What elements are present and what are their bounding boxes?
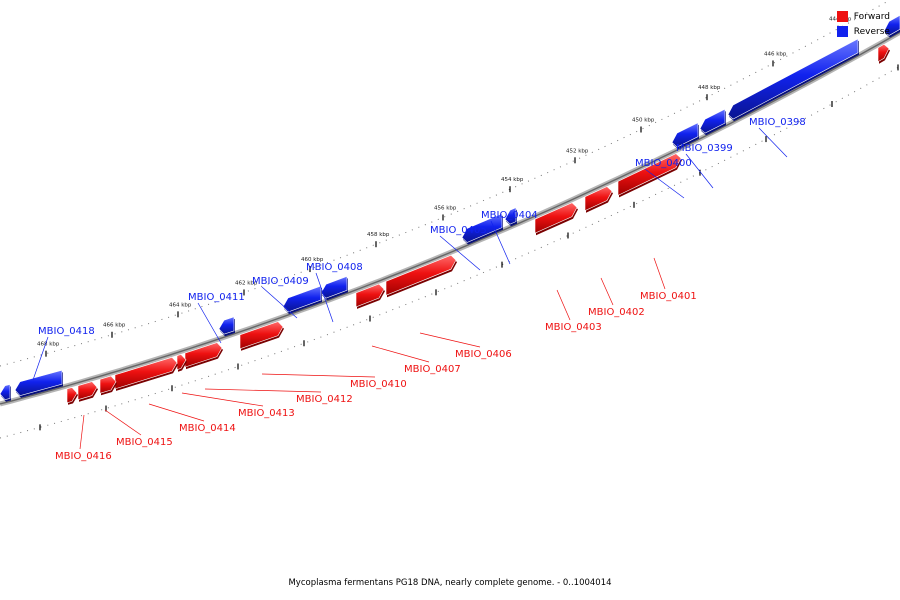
leader-line [104,409,142,436]
gene-mbio-0404 [504,207,517,225]
gene-mbio-0411 [218,316,235,335]
gene-label: MBIO_0401 [640,291,697,302]
tick-label: 456 kbp [434,205,457,211]
gene-label: MBIO_0410 [350,379,407,390]
leader-line [261,373,376,378]
leader-line [315,272,334,323]
legend: Forward Reverse [836,9,890,39]
leader-line [32,336,49,381]
legend-forward-label: Forward [853,11,890,22]
gene-mbio-0413 [176,354,187,371]
reverse-swatch [836,26,848,37]
gene-mbio-0416 [77,381,98,401]
gene-label: MBIO_0409 [252,276,309,287]
gene-label: MBIO_0418 [38,326,95,337]
tick-label: 448 kbp [698,85,721,91]
tick-label: 446 kbp [764,51,787,57]
legend-reverse-label: Reverse [853,26,890,37]
genome-caption: Mycoplasma fermentans PG18 DNA, nearly c… [288,578,612,588]
gene-mbio-0409 [282,285,322,313]
leader-line [419,332,481,348]
gene-label: MBIO_0400 [635,158,692,169]
gene-mbio-0400 [671,122,699,148]
leader-line [685,153,714,189]
leader-line [181,392,264,407]
backbone-line [0,31,900,405]
gene-mbio-0405 [461,213,503,243]
tick-label: 464 kbp [169,302,192,308]
leader-line [556,289,571,321]
gene-mbio-0407 [355,283,385,308]
gene-label: MBIO_0408 [306,262,363,273]
gene-mbio-partial-right-fwd [877,43,890,63]
tick-label: 460 kbp [301,257,324,263]
tick-label: 458 kbp [367,232,390,238]
tick-label: 450 kbp [632,117,655,123]
tick-label: 468 kbp [37,342,60,348]
gene-label: MBIO_0402 [588,307,645,318]
gene-label: MBIO_0416 [55,451,112,462]
tick-label: 454 kbp [501,177,524,183]
leader-line [758,127,788,158]
leader-line [439,235,481,271]
gene-label: MBIO_0399 [676,143,733,154]
tick-label: 452 kbp [566,148,589,154]
gene-mbio-0418 [14,369,63,397]
gene-label: MBIO_0404 [481,210,538,221]
tick-label: 462 kbp [235,280,258,286]
gene-mbio-0399 [699,108,726,134]
gene-mbio-0417 [66,387,78,404]
leader-line [204,388,322,393]
gene-label: MBIO_0415 [116,437,173,448]
gene-mbio-0402 [584,186,613,212]
gene-label: MBIO_0403 [545,322,602,333]
gene-mbio-0401 [617,153,682,196]
gene-label: MBIO_0406 [455,349,512,360]
gene-label: MBIO_0398 [749,117,806,128]
scale-track-lower [0,65,900,439]
leader-line [644,168,685,199]
gene-mbio-0398 [727,38,859,120]
legend-forward: Forward [836,9,890,24]
gene-label: MBIO_0414 [179,423,236,434]
leader-line [197,302,222,344]
scale-track-upper [0,0,891,367]
leader-line [490,220,511,265]
gene-label: MBIO_0405 [430,225,487,236]
gene-label: MBIO_0412 [296,394,353,405]
leader-line [79,414,85,450]
gene-mbio-0406 [385,254,457,296]
gene-mbio-partial-left [0,384,11,401]
leader-line [600,277,614,306]
gene-mbio-partial-right [883,14,900,36]
legend-reverse: Reverse [836,24,890,39]
forward-swatch [836,11,848,22]
tick-label: 466 kbp [103,323,126,329]
leader-line [148,403,205,422]
leader-line [371,345,430,363]
gene-label: MBIO_0413 [238,408,295,419]
gene-mbio-0403 [534,202,578,234]
gene-label: MBIO_0411 [188,292,245,303]
leader-line [653,257,666,290]
gene-mbio-0410 [239,321,284,350]
gene-mbio-0415 [99,375,117,394]
leader-line [261,286,298,319]
gene-label: MBIO_0407 [404,364,461,375]
